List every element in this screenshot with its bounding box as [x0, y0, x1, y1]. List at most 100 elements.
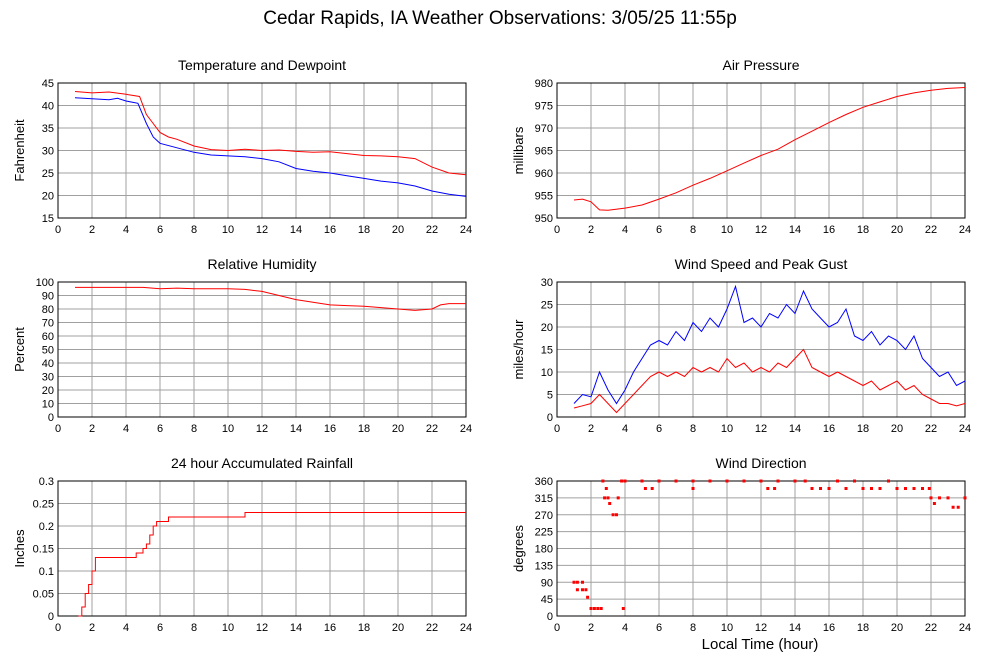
x-tick-label: 12	[256, 423, 268, 435]
x-tick-label: 8	[191, 622, 197, 634]
data-point	[608, 502, 612, 505]
y-tick-label: 0.3	[39, 476, 54, 488]
x-tick-label: 14	[290, 622, 302, 634]
x-tick-label: 20	[891, 224, 903, 236]
x-tick-label: 8	[690, 224, 696, 236]
data-point	[586, 595, 590, 599]
x-tick-label: 20	[392, 423, 404, 435]
data-point	[615, 513, 618, 517]
data-point	[861, 487, 865, 490]
chart-title: Air Pressure	[722, 57, 799, 73]
y-tick-label: 960	[535, 168, 553, 180]
y-axis-label: millibars	[511, 126, 526, 174]
y-tick-label: 975	[535, 101, 553, 113]
x-tick-label: 12	[256, 224, 268, 236]
x-tick-label: 2	[89, 224, 95, 236]
y-tick-label: 225	[535, 527, 553, 539]
data-point	[623, 479, 627, 483]
x-tick-label: 4	[622, 423, 628, 435]
series-line-red	[75, 286, 466, 311]
data-point	[599, 607, 603, 610]
data-point	[674, 479, 678, 483]
data-point	[643, 487, 647, 490]
x-tick-label: 0	[55, 622, 61, 634]
x-tick-label: 6	[656, 423, 662, 435]
y-tick-label: 30	[541, 277, 553, 289]
y-axis-label: Percent	[12, 327, 27, 372]
data-point	[581, 580, 584, 584]
x-tick-label: 22	[925, 224, 937, 236]
x-tick-label: 18	[358, 622, 370, 634]
data-point	[603, 496, 607, 500]
x-tick-label: 22	[925, 622, 937, 634]
x-tick-label: 22	[426, 622, 438, 634]
data-point	[810, 487, 814, 490]
x-tick-label: 24	[959, 224, 971, 236]
data-point	[616, 496, 620, 500]
chart-title: Temperature and Dewpoint	[178, 57, 346, 73]
data-point	[938, 496, 941, 500]
x-tick-label: 24	[460, 224, 472, 236]
x-tick-label: 12	[755, 423, 767, 435]
x-tick-label: 6	[656, 622, 662, 634]
x-tick-label: 16	[823, 224, 835, 236]
y-tick-label: 950	[535, 213, 553, 225]
x-tick-label: 4	[123, 423, 129, 435]
x-tick-label: 10	[222, 622, 234, 634]
x-tick-label: 10	[721, 423, 733, 435]
x-tick-label: 20	[891, 622, 903, 634]
y-tick-label: 0	[48, 611, 54, 623]
y-tick-label: 0.2	[39, 521, 54, 533]
x-tick-label: 16	[823, 423, 835, 435]
data-point	[951, 505, 955, 509]
x-axis-label: Local Time (hour)	[701, 636, 819, 653]
y-tick-label: 30	[42, 146, 54, 158]
data-point	[742, 479, 746, 483]
y-axis-label: Inches	[12, 529, 27, 568]
x-tick-label: 18	[857, 622, 869, 634]
y-tick-label: 180	[535, 544, 553, 556]
y-tick-label: 0.25	[33, 499, 54, 511]
y-axis-label: miles/hour	[511, 319, 526, 380]
x-tick-label: 2	[89, 423, 95, 435]
x-tick-label: 14	[789, 622, 801, 634]
plot-frame	[556, 82, 966, 219]
x-tick-label: 18	[358, 423, 370, 435]
y-tick-label: 965	[535, 146, 553, 158]
x-tick-label: 18	[857, 224, 869, 236]
x-tick-label: 2	[588, 423, 594, 435]
x-tick-label: 14	[789, 423, 801, 435]
plot-frame	[57, 82, 467, 219]
y-tick-label: 360	[535, 476, 553, 488]
x-tick-label: 10	[222, 224, 234, 236]
y-tick-label: 45	[541, 594, 553, 606]
x-tick-label: 16	[324, 423, 336, 435]
plot-frame	[57, 480, 467, 617]
y-tick-label: 135	[535, 560, 553, 572]
data-point	[725, 479, 729, 483]
data-point	[766, 487, 770, 490]
x-tick-label: 22	[925, 423, 937, 435]
x-tick-label: 4	[123, 622, 129, 634]
y-tick-label: 315	[535, 493, 553, 505]
x-tick-label: 14	[290, 224, 302, 236]
y-tick-label: 20	[541, 322, 553, 334]
data-point	[946, 496, 950, 500]
data-point	[572, 580, 576, 584]
x-tick-label: 14	[290, 423, 302, 435]
x-tick-label: 10	[222, 423, 234, 435]
y-tick-label: 10	[541, 367, 553, 379]
series-line-red	[573, 87, 966, 211]
series-line-blue	[573, 284, 966, 405]
y-tick-label: 0	[547, 412, 553, 424]
data-point	[691, 487, 695, 490]
data-point	[620, 479, 624, 483]
y-tick-label: 20	[42, 385, 54, 397]
series-line-red	[74, 91, 467, 176]
x-tick-label: 18	[857, 423, 869, 435]
y-tick-label: 70	[42, 318, 54, 330]
x-tick-label: 10	[721, 622, 733, 634]
data-point	[759, 479, 763, 483]
y-tick-label: 40	[42, 101, 54, 113]
x-tick-label: 4	[622, 622, 628, 634]
